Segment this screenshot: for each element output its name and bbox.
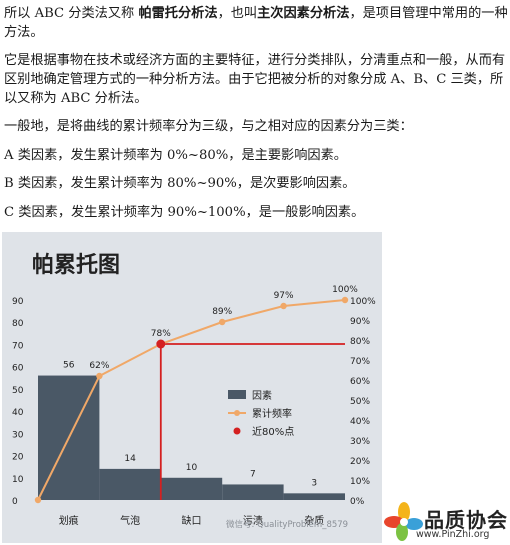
y-right-tick-label: 30%	[350, 437, 370, 447]
x-category-label: 污渍	[243, 514, 263, 527]
cumulative-point	[34, 496, 42, 504]
bar-气泡	[99, 468, 161, 500]
chart-title: 帕累托图	[32, 252, 120, 278]
legend-line-label: 累计频率	[252, 407, 292, 420]
y-right-tick-label: 10%	[350, 477, 370, 487]
bar-value-label: 56	[63, 361, 75, 371]
intro-text-mid: ，也叫	[217, 6, 258, 21]
legend-marker-label: 近80%点	[252, 425, 294, 438]
y-left-tick-label: 80	[12, 319, 24, 329]
y-left-tick-label: 20	[12, 453, 24, 463]
logo-name: 品质协会	[424, 508, 508, 532]
y-right-tick-label: 50%	[350, 397, 370, 407]
term-primary-secondary-analysis: 主次因素分析法	[257, 6, 350, 21]
bar-杂质	[283, 493, 345, 500]
cumulative-pct-label: 97%	[274, 291, 294, 301]
y-left-tick-label: 40	[12, 408, 24, 418]
class-a-description: A 类因素，发生累计频率为 0%~80%，是主要影响因素。	[4, 148, 347, 163]
bar-污渍	[222, 484, 284, 500]
x-category-label: 划痕	[59, 514, 79, 527]
cumulative-point	[219, 318, 226, 326]
cumulative-pct-label: 62%	[89, 361, 109, 371]
bar-value-label: 3	[311, 478, 317, 488]
y-right-tick-label: 40%	[350, 417, 370, 427]
intro-text-post: ，是项目管理中常用的一种方法。	[4, 6, 508, 40]
x-category-label: 缺口	[182, 514, 202, 527]
legend-line-point	[234, 410, 240, 416]
y-right-tick-label: 60%	[350, 377, 370, 387]
y-left-tick-label: 60	[12, 364, 24, 374]
legend-marker-swatch	[233, 427, 241, 435]
flower-logo-icon	[384, 502, 423, 541]
definition-paragraph: 它是根据事物在技术或经济方面的主要特征，进行分类排队，分清重点和一般，从而有区别…	[4, 53, 506, 106]
y-right-tick-label: 70%	[350, 357, 370, 367]
y-left-tick-label: 90	[12, 297, 24, 307]
cumulative-point	[280, 302, 287, 310]
bar-value-label: 7	[250, 469, 256, 479]
legend-bar-swatch	[228, 390, 246, 399]
y-left-tick-label: 30	[12, 430, 24, 440]
term-pareto-analysis: 帕雷托分析法	[138, 6, 218, 21]
classification-intro: 一般地，是将曲线的累计频率分为三级，与之相对应的因素分为三类：	[4, 119, 413, 134]
legend-bar-label: 因素	[252, 389, 272, 402]
x-category-label: 气泡	[120, 514, 140, 527]
y-left-tick-label: 10	[12, 475, 24, 485]
bar-value-label: 10	[186, 463, 198, 473]
intro-text-pre: 所以 ABC 分类法又称	[4, 6, 139, 21]
class-b-description: B 类因素，发生累计频率为 80%~90%，是次要影响因素。	[4, 176, 356, 191]
pareto-chart: 帕累托图 0 10 20 30 40 50 60 70 80 90 0% 10% 20% 30% 40% 50%…	[2, 232, 382, 543]
y-right-tick-label: 100%	[350, 297, 376, 307]
cumulative-pct-label: 89%	[212, 307, 232, 317]
cumulative-point	[96, 372, 103, 380]
cumulative-pct-label: 100%	[332, 285, 358, 295]
cumulative-point	[341, 296, 349, 304]
logo-url: www.PinZhi.org	[416, 529, 490, 540]
bar-value-label: 14	[124, 454, 136, 464]
y-right-tick-label: 0%	[350, 497, 365, 507]
marker-80-point	[156, 339, 166, 349]
wechat-watermark: 微信号: QualityProblem_8579	[226, 520, 349, 530]
y-left-tick-label: 70	[12, 341, 24, 351]
cumulative-pct-label: 78%	[151, 329, 171, 339]
y-left-tick-label: 0	[12, 497, 18, 507]
cumulative-frequency-line	[37, 299, 346, 501]
y-right-tick-label: 80%	[350, 337, 370, 347]
y-right-tick-label: 20%	[350, 457, 370, 467]
intro-paragraph: 所以 ABC 分类法又称 帕雷托分析法，也叫主次因素分析法，是项目管理中常用的一…	[4, 4, 508, 42]
x-category-label: 杂质	[304, 515, 324, 527]
y-left-tick-label: 50	[12, 386, 24, 396]
pinzhi-logo: 品质协会 www.PinZhi.org	[384, 500, 508, 544]
bar-缺口	[160, 477, 223, 500]
y-right-tick-label: 90%	[350, 317, 370, 327]
class-c-description: C 类因素，发生累计频率为 90%~100%，是一般影响因素。	[4, 205, 365, 220]
